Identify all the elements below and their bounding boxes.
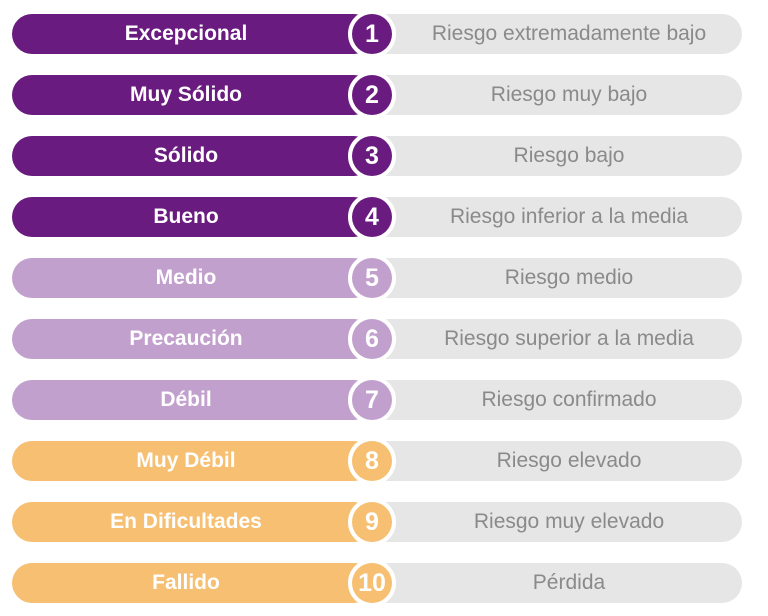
rating-row-6: Riesgo superior a la media Precaución 6: [0, 315, 768, 363]
risk-description: Riesgo confirmado: [481, 388, 657, 411]
risk-description: Riesgo muy bajo: [490, 83, 648, 106]
rating-number: 10: [352, 563, 392, 603]
rating-row-9: Riesgo muy elevado En Dificultades 9: [0, 498, 768, 546]
risk-description: Riesgo muy elevado: [473, 510, 665, 533]
risk-description-pill: [356, 441, 742, 481]
rating-number: 3: [352, 136, 392, 176]
risk-description-pill: [356, 136, 742, 176]
rating-number: 8: [352, 441, 392, 481]
rating-row-4: Riesgo inferior a la media Bueno 4: [0, 193, 768, 241]
rating-number: 9: [352, 502, 392, 542]
rating-label: Bueno: [12, 197, 374, 237]
rating-number: 2: [352, 75, 392, 115]
risk-description-pill: [356, 197, 742, 237]
rating-row-1: Riesgo extremadamente bajo Excepcional 1: [0, 10, 768, 58]
rating-label: Muy Sólido: [12, 75, 374, 115]
rating-row-8: Riesgo elevado Muy Débil 8: [0, 437, 768, 485]
rating-number-badge: 10: [348, 559, 396, 607]
rating-number-badge: 1: [348, 10, 396, 58]
rating-number-badge: 8: [348, 437, 396, 485]
risk-description: Riesgo inferior a la media: [449, 205, 689, 228]
risk-description: Riesgo superior a la media: [444, 327, 694, 350]
risk-description-pill: [356, 258, 742, 298]
risk-description-pill: [356, 319, 742, 359]
rating-row-5: Riesgo medio Medio 5: [0, 254, 768, 302]
rating-number-badge: 6: [348, 315, 396, 363]
rating-label: Débil: [12, 380, 374, 420]
rating-number: 5: [352, 258, 392, 298]
rating-label: En Dificultades: [12, 502, 374, 542]
rating-row-3: Riesgo bajo Sólido 3: [0, 132, 768, 180]
rating-number: 4: [352, 197, 392, 237]
rating-number: 1: [352, 14, 392, 54]
risk-description-pill: [356, 502, 742, 542]
rating-number: 7: [352, 380, 392, 420]
rating-number-badge: 3: [348, 132, 396, 180]
rating-label: Excepcional: [12, 14, 374, 54]
rating-row-7: Riesgo confirmado Débil 7: [0, 376, 768, 424]
risk-description: Pérdida: [532, 571, 606, 594]
rating-number-badge: 4: [348, 193, 396, 241]
rating-row-2: Riesgo muy bajo Muy Sólido 2: [0, 71, 768, 119]
risk-description-pill: [356, 380, 742, 420]
rating-number-badge: 2: [348, 71, 396, 119]
rating-label: Medio: [12, 258, 374, 298]
rating-label: Precaución: [12, 319, 374, 359]
rating-label: Muy Débil: [12, 441, 374, 481]
risk-description: Riesgo extremadamente bajo: [431, 22, 707, 45]
rating-number-badge: 9: [348, 498, 396, 546]
risk-description-pill: [356, 14, 742, 54]
risk-description: Riesgo medio: [504, 266, 634, 289]
rating-label: Sólido: [12, 136, 374, 176]
risk-description-pill: [356, 563, 742, 603]
rating-row-10: Pérdida Fallido 10: [0, 559, 768, 607]
rating-label: Fallido: [12, 563, 374, 603]
risk-description: Riesgo elevado: [496, 449, 642, 472]
rating-number: 6: [352, 319, 392, 359]
rating-number-badge: 7: [348, 376, 396, 424]
rating-number-badge: 5: [348, 254, 396, 302]
risk-description-pill: [356, 75, 742, 115]
risk-description: Riesgo bajo: [513, 144, 625, 167]
